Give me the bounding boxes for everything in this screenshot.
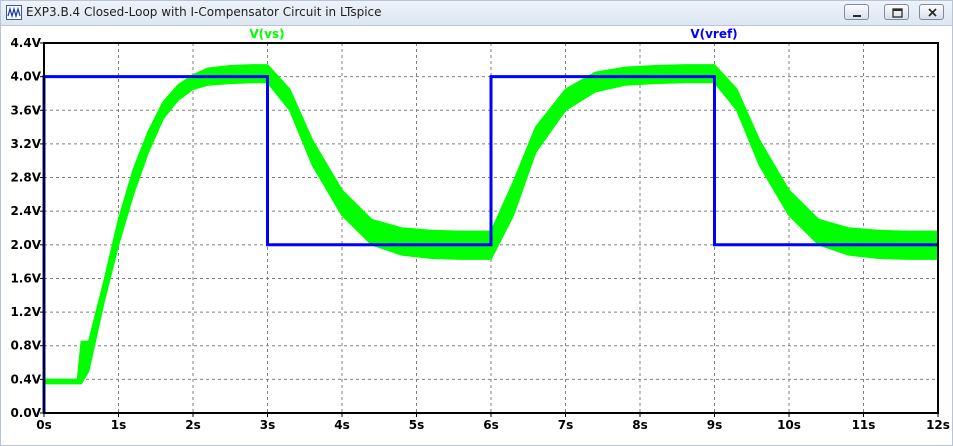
waveform-plot[interactable]: 0s 1s 2s 3s 4s 5s 6s 7s 8s 9s 10s 11s 12s 0.0V 0.4V 0.8… (1, 26, 952, 446)
y-tick-label: 0.0V (10, 406, 41, 420)
y-tick-label: 2.8V (10, 171, 41, 185)
y-tick-label: 3.6V (10, 103, 41, 117)
x-tick-label: 3s (260, 418, 276, 432)
close-button[interactable] (919, 4, 944, 20)
x-tick-label: 2s (185, 418, 201, 432)
y-tick-label: 0.4V (10, 372, 41, 386)
x-tick-label: 12s (926, 418, 950, 432)
ltspice-waveform-icon (6, 5, 22, 20)
x-tick-label: 8s (632, 418, 648, 432)
x-tick-label: 9s (707, 418, 723, 432)
y-tick-label: 2.0V (10, 238, 41, 252)
x-tick-label: 0s (36, 418, 52, 432)
x-tick-label: 5s (409, 418, 425, 432)
y-tick-label: 0.8V (10, 339, 41, 353)
y-tick-label: 4.0V (10, 70, 41, 84)
restore-button[interactable] (884, 4, 909, 20)
x-tick-label: 4s (334, 418, 350, 432)
minimize-button[interactable] (844, 4, 869, 20)
title-bar[interactable]: EXP3.B.4 Closed-Loop with I-Compensator … (1, 1, 952, 26)
close-icon (928, 8, 937, 17)
x-tick-label: 7s (558, 418, 574, 432)
restore-icon (892, 8, 903, 18)
legend-label-vs[interactable]: V(vs) (249, 27, 284, 41)
series-vref-line (42, 75, 938, 413)
y-tick-label: 2.4V (10, 204, 41, 218)
legend-label-vref[interactable]: V(vref) (690, 27, 737, 41)
x-tick-label: 6s (483, 418, 499, 432)
tick-labels: 0s 1s 2s 3s 4s 5s 6s 7s 8s 9s 10s 11s 12s 0.0V 0.4V 0.8… (10, 36, 949, 432)
y-tick-label: 3.2V (10, 137, 41, 151)
x-tick-label: 10s (777, 418, 801, 432)
minimize-icon (853, 15, 861, 17)
y-tick-label: 1.2V (10, 305, 41, 319)
x-tick-label: 1s (111, 418, 127, 432)
y-tick-label: 1.6V (10, 271, 41, 285)
legend: V(vs) V(vref) (249, 27, 737, 41)
y-tick-label: 4.4V (10, 36, 41, 50)
window-title: EXP3.B.4 Closed-Loop with I-Compensator … (26, 5, 382, 19)
series-layer (42, 64, 939, 413)
x-tick-label: 11s (852, 418, 876, 432)
